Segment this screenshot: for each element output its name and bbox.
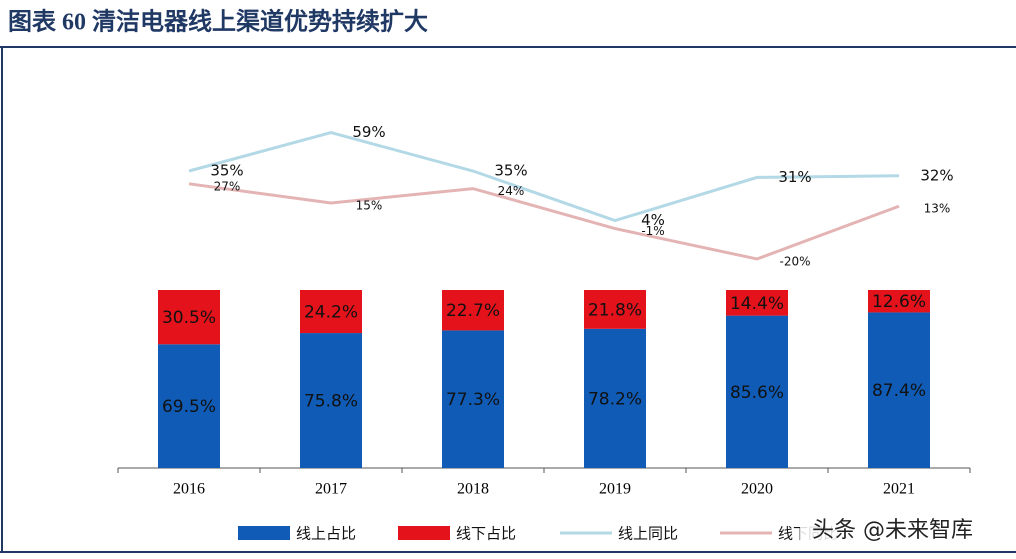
line-value-label: 31% xyxy=(778,168,811,186)
line-value-label: 24% xyxy=(498,184,525,198)
bar-value-label: 24.2% xyxy=(304,303,358,323)
x-tick-label: 2020 xyxy=(741,481,773,498)
bar-segment xyxy=(442,330,504,468)
bar-segment xyxy=(300,333,362,468)
x-tick-label: 2019 xyxy=(599,481,631,498)
bar-value-label: 21.8% xyxy=(588,300,642,320)
legend-label: 线下占比 xyxy=(456,525,516,543)
bar-value-label: 77.3% xyxy=(446,390,500,410)
bar-segment xyxy=(158,290,220,345)
bar-segment xyxy=(726,315,788,468)
line-series xyxy=(188,131,900,223)
x-tick-label: 2016 xyxy=(173,481,205,498)
bar-segment xyxy=(584,328,646,468)
line-value-label: -20% xyxy=(779,255,810,269)
line-value-label: 32% xyxy=(920,166,953,184)
bar-value-label: 75.8% xyxy=(304,392,358,412)
bar-segment xyxy=(868,290,930,313)
legend-label: 线上占比 xyxy=(296,525,356,543)
line-value-label: -1% xyxy=(641,224,664,238)
line-value-label: 15% xyxy=(356,199,383,213)
bar-segment xyxy=(726,290,788,316)
line-value-label: 13% xyxy=(924,202,951,216)
bar-value-label: 87.4% xyxy=(872,381,926,401)
legend-swatch xyxy=(238,526,290,540)
x-tick-label: 2017 xyxy=(315,481,347,498)
bar-value-label: 85.6% xyxy=(730,383,784,403)
bar-value-label: 30.5% xyxy=(162,308,216,328)
bar-value-label: 14.4% xyxy=(730,294,784,314)
bar-segment xyxy=(300,290,362,334)
bar-value-label: 69.5% xyxy=(162,397,216,417)
watermark-bg xyxy=(800,514,1016,548)
legend-label: 线上同比 xyxy=(618,525,678,543)
bar-value-label: 12.6% xyxy=(872,292,926,312)
x-tick-label: 2018 xyxy=(457,481,489,498)
line-value-label: 35% xyxy=(494,162,527,180)
chart-title: 图表 60 清洁电器线上渠道优势持续扩大 xyxy=(8,8,428,36)
line-value-label: 35% xyxy=(210,162,243,180)
legend-swatch xyxy=(398,526,450,540)
bar-value-label: 78.2% xyxy=(588,389,642,409)
bar-segment xyxy=(868,312,930,468)
line-value-label: 4% xyxy=(641,211,665,229)
bar-segment xyxy=(158,344,220,468)
bar-segment xyxy=(442,290,504,331)
bar-segment xyxy=(584,290,646,329)
line-value-label: 27% xyxy=(214,179,241,193)
x-tick-label: 2021 xyxy=(883,481,915,498)
line-value-label: 59% xyxy=(352,123,385,141)
watermark: 头条 @未来智库 xyxy=(812,518,973,543)
bar-value-label: 22.7% xyxy=(446,301,500,321)
line-series xyxy=(188,182,900,261)
